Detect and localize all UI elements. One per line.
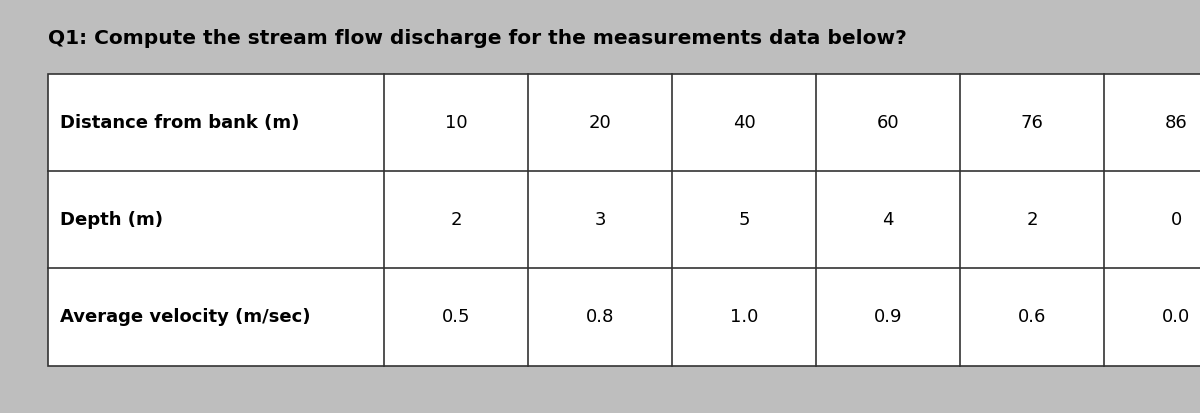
Text: 60: 60 [877,114,899,132]
Text: 0.9: 0.9 [874,308,902,326]
Text: 76: 76 [1020,114,1044,132]
Text: 40: 40 [733,114,755,132]
Text: Average velocity (m/sec): Average velocity (m/sec) [60,308,311,326]
Text: 0.8: 0.8 [586,308,614,326]
Text: 0.5: 0.5 [442,308,470,326]
Text: 2: 2 [450,211,462,229]
Text: 5: 5 [738,211,750,229]
Text: 4: 4 [882,211,894,229]
Text: 0.6: 0.6 [1018,308,1046,326]
Text: 86: 86 [1165,114,1187,132]
Bar [48,74,1200,366]
Text: 3: 3 [594,211,606,229]
Text: Q1: Compute the stream flow discharge for the measurements data below?: Q1: Compute the stream flow discharge fo… [48,29,907,48]
Text: Depth (m): Depth (m) [60,211,163,229]
Text: 10: 10 [445,114,467,132]
Text: 2: 2 [1026,211,1038,229]
Text: Distance from bank (m): Distance from bank (m) [60,114,299,132]
Text: 1.0: 1.0 [730,308,758,326]
Text: 20: 20 [589,114,611,132]
Text: 0: 0 [1170,211,1182,229]
Text: 0.0: 0.0 [1162,308,1190,326]
